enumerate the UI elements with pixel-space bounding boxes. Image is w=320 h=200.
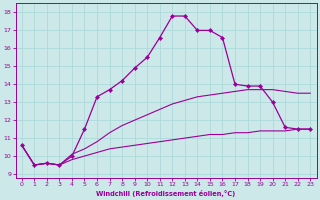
X-axis label: Windchill (Refroidissement éolien,°C): Windchill (Refroidissement éolien,°C) bbox=[96, 190, 236, 197]
